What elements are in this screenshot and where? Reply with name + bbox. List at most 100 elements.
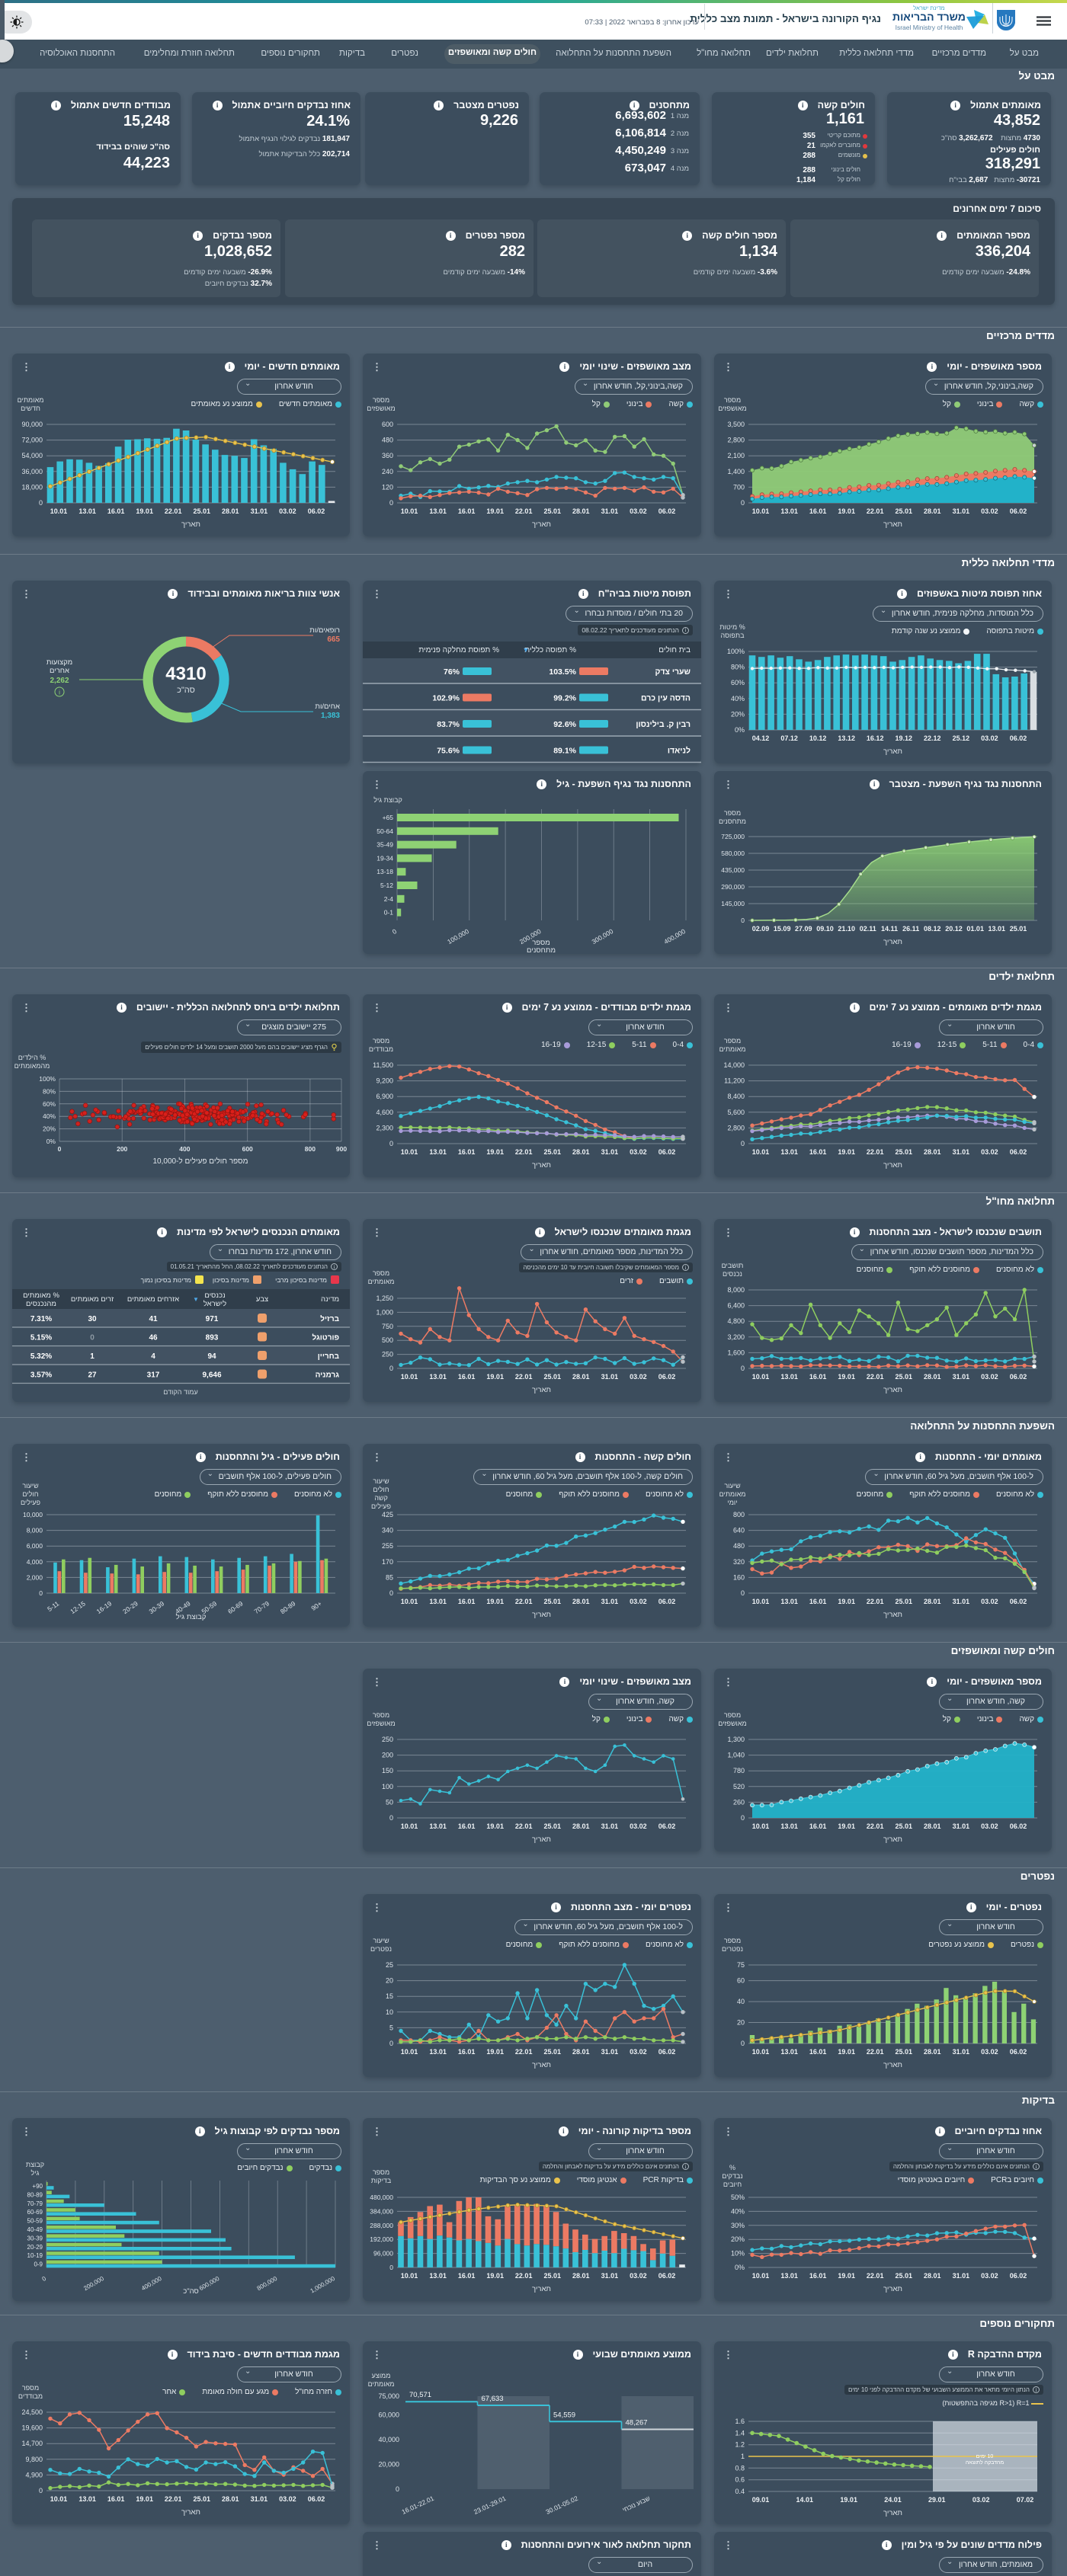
svg-text:תאריך: תאריך: [883, 1161, 902, 1170]
svg-text:70-79: 70-79: [252, 1599, 271, 1615]
svg-text:1,600: 1,600: [727, 1349, 745, 1356]
svg-text:25.01: 25.01: [896, 507, 913, 515]
svg-text:לישראל: לישראל: [203, 1299, 226, 1308]
svg-text:28.01: 28.01: [222, 2495, 239, 2503]
svg-text:03.02: 03.02: [630, 1598, 647, 1605]
svg-text:5.32%: 5.32%: [30, 1352, 52, 1361]
svg-text:75: 75: [737, 1961, 745, 1969]
svg-text:480: 480: [733, 1542, 745, 1550]
svg-text:28.01: 28.01: [222, 507, 239, 515]
svg-text:06.02: 06.02: [658, 2048, 676, 2056]
svg-text:08.12: 08.12: [924, 925, 941, 933]
svg-text:16.01: 16.01: [458, 1148, 476, 1156]
svg-text:1,000,000: 1,000,000: [309, 2275, 337, 2295]
svg-text:12-15: 12-15: [69, 1599, 87, 1615]
svg-text:25.01: 25.01: [544, 1598, 562, 1605]
svg-text:06.02: 06.02: [1010, 1598, 1027, 1605]
svg-text:10.01: 10.01: [752, 1373, 770, 1381]
svg-text:2,262: 2,262: [50, 677, 69, 685]
svg-text:06.02: 06.02: [308, 507, 325, 515]
svg-text:27: 27: [88, 1371, 97, 1380]
svg-text:19.01: 19.01: [486, 1148, 504, 1156]
svg-text:03.02: 03.02: [981, 1598, 998, 1605]
svg-text:1.4: 1.4: [735, 2429, 745, 2437]
svg-text:31.01: 31.01: [601, 1373, 619, 1381]
svg-text:60-69: 60-69: [27, 2209, 43, 2216]
svg-text:28.01: 28.01: [572, 2048, 590, 2056]
svg-text:13.01: 13.01: [780, 507, 798, 515]
svg-text:5: 5: [389, 2024, 393, 2031]
svg-text:7.31%: 7.31%: [30, 1315, 52, 1323]
svg-text:22.01: 22.01: [867, 1822, 884, 1830]
svg-text:13.01: 13.01: [429, 2272, 447, 2280]
svg-text:5.15%: 5.15%: [30, 1334, 52, 1342]
svg-text:75,000: 75,000: [378, 2392, 399, 2400]
svg-text:25.01: 25.01: [896, 1822, 913, 1830]
svg-text:10.01: 10.01: [752, 1822, 770, 1830]
svg-text:תאריך: תאריך: [883, 938, 902, 946]
svg-text:31.01: 31.01: [601, 1598, 619, 1605]
svg-text:25.01: 25.01: [896, 1598, 913, 1605]
svg-text:70-79: 70-79: [27, 2200, 43, 2207]
svg-text:06.02: 06.02: [658, 507, 676, 515]
svg-text:03.02: 03.02: [981, 2048, 998, 2056]
svg-text:16.01: 16.01: [107, 2495, 125, 2503]
svg-text:96,000: 96,000: [373, 2250, 393, 2258]
svg-text:16.01: 16.01: [458, 1598, 476, 1605]
svg-text:20,000: 20,000: [378, 2461, 399, 2469]
svg-text:פורטוגל: פורטוגל: [312, 1333, 339, 1342]
svg-text:50-64: 50-64: [376, 827, 393, 835]
svg-text:54,000: 54,000: [21, 452, 43, 459]
svg-text:19.01: 19.01: [838, 1598, 855, 1605]
svg-text:0%: 0%: [46, 1138, 56, 1145]
svg-text:מהדבקה לתוצאה: מהדבקה לתוצאה: [966, 2459, 1005, 2466]
svg-text:10: 10: [386, 2008, 393, 2016]
svg-text:26.11: 26.11: [902, 925, 919, 933]
svg-text:19-34: 19-34: [376, 854, 393, 862]
svg-text:240: 240: [382, 468, 393, 475]
svg-text:28.01: 28.01: [572, 507, 590, 515]
svg-text:9,200: 9,200: [376, 1077, 393, 1085]
svg-text:67,633: 67,633: [482, 2395, 504, 2403]
svg-text:18,000: 18,000: [21, 483, 43, 491]
svg-text:24.01: 24.01: [884, 2496, 902, 2504]
svg-text:10 ימים: 10 ימים: [976, 2454, 994, 2459]
svg-text:480: 480: [382, 437, 393, 444]
svg-text:קבוצת גיל: קבוצת גיל: [176, 1612, 207, 1621]
svg-text:25.01: 25.01: [544, 1822, 562, 1830]
svg-text:10.01: 10.01: [401, 2272, 418, 2280]
svg-text:290,000: 290,000: [721, 883, 745, 891]
svg-text:400: 400: [179, 1145, 190, 1153]
svg-text:19.01: 19.01: [486, 507, 504, 515]
svg-text:92.6%: 92.6%: [553, 720, 576, 729]
svg-text:54,559: 54,559: [553, 2411, 575, 2419]
svg-text:2,800: 2,800: [727, 437, 745, 444]
svg-text:893: 893: [206, 1334, 219, 1342]
svg-text:15: 15: [386, 1992, 393, 2000]
svg-text:03.02: 03.02: [981, 1373, 998, 1381]
svg-text:480,000: 480,000: [370, 2194, 393, 2201]
svg-text:13.01: 13.01: [429, 507, 447, 515]
svg-text:▼: ▼: [193, 1296, 199, 1303]
svg-text:8,000: 8,000: [27, 1527, 43, 1534]
svg-text:01.01: 01.01: [966, 925, 984, 933]
svg-text:06.02: 06.02: [1010, 2048, 1027, 2056]
svg-text:90,000: 90,000: [21, 421, 43, 428]
svg-text:תאריך: תאריך: [883, 2509, 902, 2517]
svg-text:600: 600: [382, 421, 393, 428]
svg-text:09.10: 09.10: [816, 925, 834, 933]
svg-text:אזרחים מאומתים: אזרחים מאומתים: [127, 1295, 179, 1304]
svg-text:300,000: 300,000: [591, 927, 615, 946]
svg-text:לניאדו: לניאדו: [668, 747, 691, 756]
svg-text:31.01: 31.01: [953, 1598, 970, 1605]
svg-text:מדינות בסיכון מרבי: מדינות בסיכון מרבי: [275, 1276, 327, 1284]
svg-text:22.01: 22.01: [867, 2048, 884, 2056]
svg-text:13.01: 13.01: [780, 2272, 798, 2280]
svg-text:תאריך: תאריך: [883, 520, 902, 529]
svg-text:10.01: 10.01: [50, 507, 68, 515]
svg-text:3,500: 3,500: [727, 421, 745, 428]
svg-text:75.6%: 75.6%: [437, 747, 460, 756]
svg-text:3,200: 3,200: [727, 1333, 745, 1341]
svg-text:2,000: 2,000: [27, 1573, 43, 1581]
svg-text:▼: ▼: [523, 646, 530, 654]
